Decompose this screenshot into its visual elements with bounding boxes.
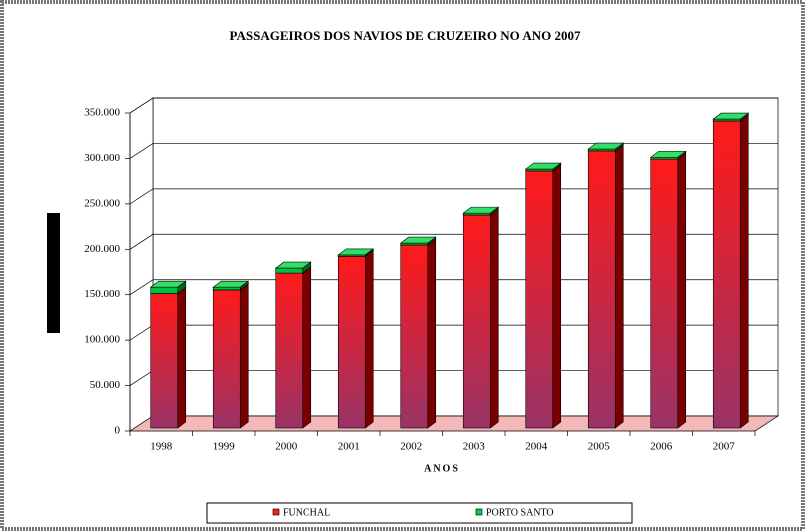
y-tick-label: 50.000: [90, 379, 121, 391]
bar: [150, 286, 179, 294]
legend: [206, 502, 633, 524]
bar: [587, 150, 616, 429]
bar: [525, 170, 554, 429]
grid-line: [129, 279, 778, 296]
bar: [462, 214, 491, 429]
bar-top: [337, 248, 375, 256]
bar: [275, 267, 304, 274]
bar: [337, 255, 366, 429]
bar-top: [524, 162, 562, 170]
bar-top: [649, 150, 687, 158]
bar-side: [489, 208, 499, 429]
bar: [712, 120, 741, 429]
x-tick-label: 2000: [275, 441, 298, 453]
y-tick-label: 250.000: [84, 197, 120, 209]
x-tick-label: 2004: [525, 441, 548, 453]
bar-top: [149, 280, 187, 288]
x-tick-label: 1999: [213, 441, 236, 453]
bar-side: [677, 152, 687, 429]
bar-top: [462, 206, 500, 214]
y-tick-label: 100.000: [84, 334, 120, 346]
y-tick-label: 300.000: [84, 152, 120, 164]
legend-swatch: [475, 508, 483, 516]
bar-side: [614, 144, 624, 429]
grid-line: [129, 188, 778, 205]
grid-line: [129, 233, 778, 250]
bar-top: [587, 142, 625, 150]
x-tick-label: 2003: [463, 441, 486, 453]
x-tick-label: 2005: [588, 441, 611, 453]
x-tick-label: 2006: [650, 441, 673, 453]
y-tick-label: 200.000: [84, 243, 120, 255]
bar: [212, 286, 241, 291]
grid-line: [129, 143, 778, 159]
legend-swatch: [272, 508, 280, 516]
bar: [650, 158, 679, 429]
legend-label: FUNCHAL: [283, 507, 330, 518]
x-tick-label: 1998: [150, 441, 173, 453]
side-wall: [129, 97, 154, 432]
bar-side: [552, 164, 562, 429]
bar-side: [364, 249, 374, 429]
redacted-axis-label: [47, 213, 60, 333]
bar: [275, 272, 304, 429]
bar-side: [302, 266, 312, 429]
bar-side: [239, 283, 249, 429]
y-tick-label: 0: [115, 425, 121, 437]
bar: [212, 289, 241, 429]
bar-top: [212, 280, 250, 288]
legend-label: PORTO SANTO: [486, 507, 554, 518]
bar-top: [712, 112, 750, 120]
x-tick-label: 2007: [713, 441, 736, 453]
x-tick-label: 2002: [400, 441, 422, 453]
bar: [150, 293, 179, 429]
bar-side: [177, 286, 187, 429]
bar: [400, 244, 429, 429]
bar-top: [274, 261, 312, 269]
bar-top: [399, 236, 437, 244]
y-tick-label: 150.000: [84, 288, 120, 300]
y-tick-label: 350.000: [84, 107, 120, 119]
bar-side: [739, 114, 749, 429]
x-tick-label: 2001: [338, 441, 360, 453]
x-axis-label: ANOS: [424, 463, 460, 474]
chart-title: PASSAGEIROS DOS NAVIOS DE CRUZEIRO NO AN…: [230, 28, 581, 43]
grid-line: [129, 97, 778, 114]
bar-side: [427, 238, 437, 429]
